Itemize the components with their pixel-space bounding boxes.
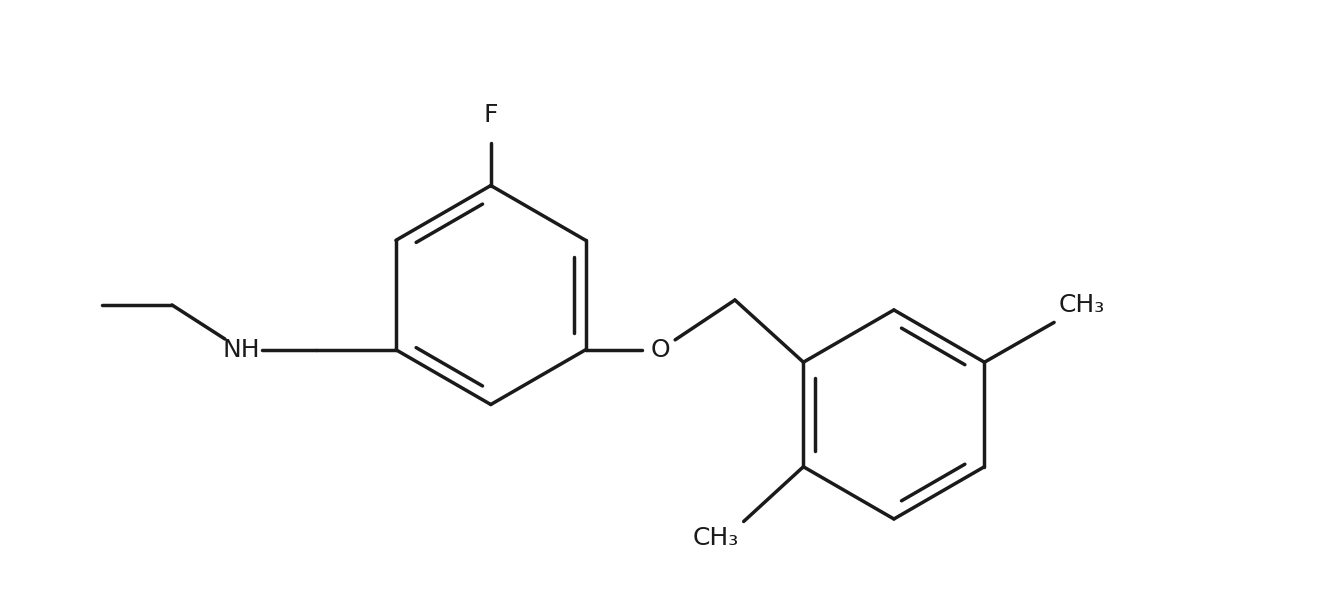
Text: F: F: [484, 103, 498, 127]
Text: CH₃: CH₃: [1060, 293, 1106, 317]
Text: O: O: [651, 338, 670, 362]
Text: NH: NH: [223, 338, 261, 362]
Text: CH₃: CH₃: [692, 526, 738, 550]
